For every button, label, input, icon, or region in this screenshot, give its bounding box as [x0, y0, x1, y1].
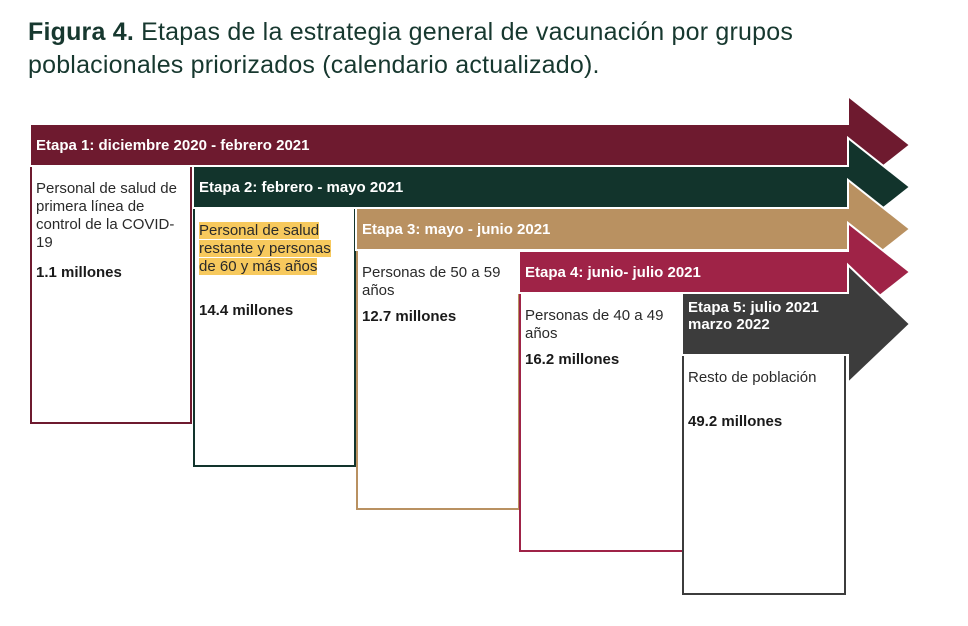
stage-4-description: Personas de 40 a 49 años: [525, 307, 664, 342]
figure-title: Figura 4. Etapas de la estrategia genera…: [28, 16, 928, 82]
stage-1-label: Etapa 1: diciembre 2020 - febrero 2021: [36, 137, 310, 154]
stage-3-description: Personas de 50 a 59 años: [362, 264, 501, 299]
stage-3-count: 12.7 millones: [362, 308, 457, 325]
stage-4-count: 16.2 millones: [525, 351, 620, 368]
stage-5-count: 49.2 millones: [688, 413, 783, 430]
stage-1-box: [30, 166, 192, 424]
stage-2-count: 14.4 millones: [199, 302, 294, 319]
stage-5-description: Resto de población: [688, 369, 817, 386]
stage-1-count: 1.1 millones: [36, 264, 122, 281]
stage-4-label: Etapa 4: junio- julio 2021: [525, 264, 701, 281]
stage-5-label: Etapa 5: julio 2021 marzo 2022: [688, 299, 819, 333]
figure-caption: Etapas de la estrategia general de vacun…: [28, 18, 794, 79]
stage-3-label: Etapa 3: mayo - junio 2021: [362, 221, 551, 238]
stage-2-label: Etapa 2: febrero - mayo 2021: [199, 179, 404, 196]
stage-1-description: Personal de salud de primera línea de co…: [36, 180, 177, 251]
stage-5-arrow-shape: [681, 262, 912, 386]
stage-4-box: [519, 293, 684, 552]
figure-number: Figura 4.: [28, 18, 134, 46]
stage-2-description: Personal de salud restante y personas de…: [199, 222, 331, 275]
stage-5-box: [682, 355, 846, 595]
stage-5-arrow: [681, 262, 912, 386]
